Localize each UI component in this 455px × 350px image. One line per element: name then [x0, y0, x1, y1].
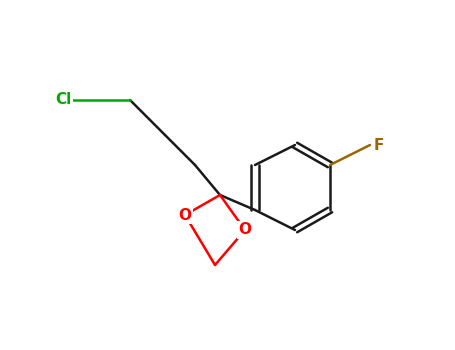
- Text: F: F: [374, 138, 384, 153]
- Text: O: O: [178, 208, 192, 223]
- Text: O: O: [238, 223, 252, 238]
- Text: Cl: Cl: [55, 92, 71, 107]
